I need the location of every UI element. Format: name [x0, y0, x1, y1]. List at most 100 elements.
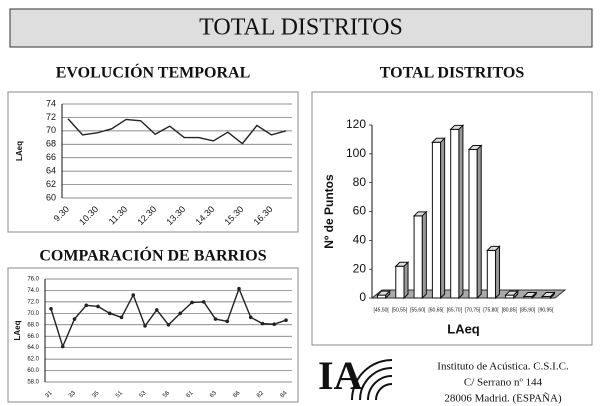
institute-line: C/ Serrano nº 144 — [464, 377, 543, 389]
x-tick-label: [70,75[ — [465, 307, 481, 313]
x-tick-label: [45,50[ — [374, 307, 390, 313]
y-tick-label: 70 — [46, 125, 56, 135]
data-point — [248, 315, 253, 320]
data-point — [107, 311, 112, 316]
data-point — [213, 317, 218, 321]
logo-text: IA — [318, 353, 363, 398]
bar-side — [549, 291, 555, 300]
data-point — [260, 321, 265, 326]
x-tick-label: [75,80[ — [483, 307, 499, 313]
x-axis-label: LAeq — [447, 321, 480, 336]
y-tick-label: 66.0 — [27, 334, 39, 340]
x-tick-label: 53 — [139, 390, 148, 399]
header-box — [9, 8, 593, 48]
x-tick-label: 66 — [233, 390, 242, 399]
data-point — [190, 300, 194, 305]
x-tick-label: 82 — [256, 390, 265, 399]
x-tick-label: [85,90[ — [520, 307, 536, 313]
data-point — [166, 322, 171, 327]
y-axis-label: Nº de Puntos — [322, 174, 336, 249]
chart-frame — [311, 91, 593, 346]
data-point — [60, 344, 65, 349]
data-point — [154, 308, 159, 312]
data-point — [131, 293, 136, 297]
x-tick-label: 31 — [45, 390, 54, 399]
data-point — [119, 315, 124, 320]
y-tick-label: 0 — [359, 290, 366, 304]
y-tick-label: 80 — [353, 175, 367, 189]
x-tick-label: 51 — [115, 390, 124, 399]
x-tick-label: [80,85[ — [502, 307, 518, 313]
y-tick-label: 20 — [353, 261, 367, 275]
bar — [486, 249, 497, 299]
bar — [450, 128, 460, 299]
x-tick-label: [55,60[ — [410, 307, 426, 313]
chart-title: TOTAL DISTRITOS — [380, 65, 525, 82]
y-tick-label: 60 — [353, 204, 367, 218]
bar-side — [421, 210, 427, 300]
y-tick-label: 72.0 — [27, 299, 39, 305]
x-tick-label: 35 — [92, 390, 101, 399]
y-tick-label: 74.0 — [27, 288, 39, 294]
x-tick-label: 84 — [280, 390, 289, 399]
bar — [468, 149, 478, 299]
data-point — [49, 306, 53, 311]
x-tick-label: [60,65[ — [428, 307, 444, 313]
y-tick-label: 66 — [46, 152, 56, 162]
bar-side — [476, 144, 482, 300]
y-tick-label: 58.0 — [27, 380, 39, 386]
data-point — [225, 319, 230, 324]
bar-side — [385, 289, 391, 300]
y-tick-label: 76.0 — [27, 277, 39, 283]
y-tick-label: 62.0 — [27, 357, 39, 363]
x-tick-label: 61 — [186, 390, 195, 399]
bar-side — [531, 291, 537, 300]
bar-side — [403, 261, 409, 300]
x-tick-label: 56 — [162, 390, 171, 399]
y-tick-label: 40 — [353, 233, 367, 247]
x-tick-label: [90,95[ — [538, 307, 554, 313]
y-tick-label: 64 — [46, 166, 56, 176]
y-tick-label: 120 — [346, 117, 366, 131]
y-tick-label: 64.0 — [27, 345, 39, 351]
header-title: TOTAL DISTRITOS — [199, 15, 403, 41]
bar-side — [513, 289, 519, 300]
chart-frame — [7, 91, 299, 233]
bar-side — [458, 124, 464, 300]
y-tick-label: 68.0 — [27, 322, 39, 328]
data-point — [84, 303, 89, 308]
y-tick-label: 60 — [46, 192, 56, 202]
x-tick-label: 13.30 — [164, 204, 187, 227]
y-tick-label: 60.0 — [27, 368, 39, 374]
y-tick-label: 70.0 — [27, 311, 39, 317]
institute-line: 28006 Madrid. (ESPAÑA) — [444, 393, 562, 405]
data-point — [72, 317, 77, 321]
chart-title: COMPARACIÓN DE BARRIOS — [39, 246, 266, 265]
x-tick-label: 10.30 — [77, 204, 100, 227]
chart-frame — [7, 267, 299, 403]
logo: IA — [318, 353, 393, 401]
y-tick-label: 68 — [46, 139, 56, 149]
data-point — [237, 286, 241, 291]
bar — [431, 141, 442, 299]
bar-side — [495, 245, 501, 300]
data-point — [284, 318, 288, 323]
bar — [395, 265, 405, 299]
x-tick-label: [50,55[ — [392, 307, 408, 313]
institute-line: Instituto de Acústica. C.S.I.C. — [437, 361, 569, 373]
x-tick-label: 33 — [68, 390, 77, 399]
x-tick-label: 14.30 — [193, 204, 216, 227]
x-tick-label: 12.30 — [135, 204, 158, 227]
bar — [413, 215, 423, 299]
data-point — [272, 322, 277, 327]
y-axis-label: LAeq — [13, 320, 22, 340]
y-tick-label: 72 — [46, 112, 56, 122]
x-tick-label: 16.30 — [252, 204, 275, 227]
x-tick-label: 63 — [209, 390, 218, 399]
x-tick-label: 11.30 — [107, 204, 130, 227]
data-point — [178, 311, 183, 316]
y-tick-label: 74 — [46, 98, 56, 108]
data-line — [67, 118, 287, 145]
data-point — [201, 300, 206, 304]
